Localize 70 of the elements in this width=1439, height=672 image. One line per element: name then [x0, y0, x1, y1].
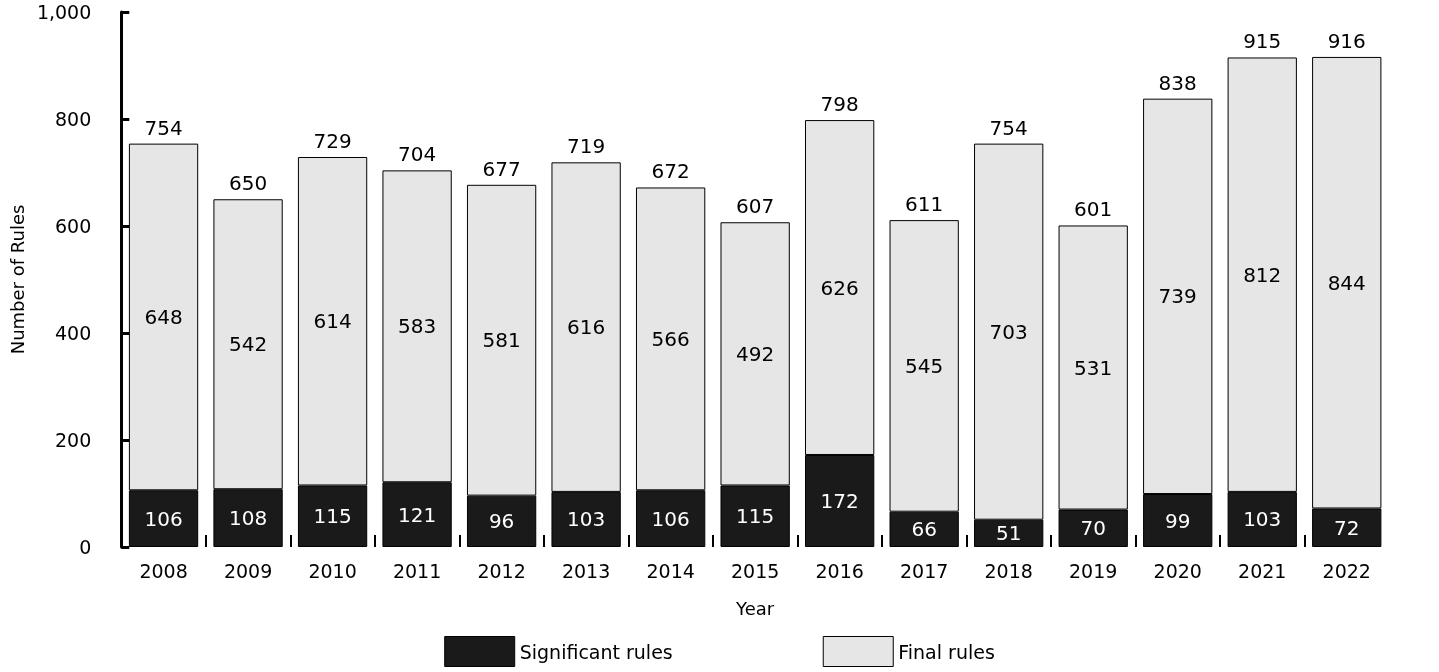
data-label: 172 — [820, 488, 859, 513]
total-label: 754 — [989, 115, 1028, 140]
data-label: 812 — [1243, 262, 1282, 287]
total-label: 915 — [1243, 29, 1282, 54]
total-label: 607 — [736, 194, 775, 219]
total-label: 611 — [905, 192, 944, 217]
x-tick-label: 2017 — [899, 559, 949, 582]
x-tick-label: 2008 — [139, 559, 188, 582]
data-label: 96 — [488, 509, 515, 534]
total-label: 672 — [651, 159, 690, 184]
legend-label: Final rules — [898, 640, 995, 663]
data-label: 108 — [228, 506, 268, 531]
data-label: 614 — [313, 309, 352, 334]
data-label: 72 — [1334, 515, 1360, 540]
data-label: 103 — [1243, 507, 1282, 532]
data-label: 626 — [820, 275, 859, 300]
data-label: 648 — [144, 304, 183, 329]
data-label: 51 — [995, 521, 1022, 546]
x-tick-label: 2012 — [477, 559, 526, 582]
data-label: 106 — [144, 506, 183, 531]
total-label: 838 — [1158, 70, 1197, 95]
data-label: 545 — [905, 353, 944, 378]
data-label: 99 — [1164, 508, 1191, 533]
data-label: 106 — [651, 506, 690, 531]
x-tick-label: 2020 — [1153, 559, 1202, 582]
data-label: 616 — [567, 315, 606, 340]
data-label: 583 — [398, 314, 437, 339]
total-label: 798 — [820, 92, 859, 117]
y-tick-label: 800 — [55, 108, 92, 130]
y-axis-title: Number of Rules — [6, 204, 28, 355]
x-tick-label: 2013 — [561, 559, 611, 582]
x-tick-label: 2018 — [984, 559, 1033, 582]
x-tick-label: 2009 — [223, 559, 273, 582]
data-label: 844 — [1327, 270, 1366, 295]
data-label: 703 — [989, 319, 1028, 344]
y-tick-label: 400 — [55, 322, 92, 344]
data-label: 115 — [736, 504, 775, 529]
y-tick-label: 200 — [55, 429, 92, 451]
data-label: 542 — [228, 332, 268, 357]
x-tick-label: 2014 — [646, 559, 695, 582]
y-tick-label: 1,000 — [36, 1, 92, 23]
data-label: 739 — [1158, 284, 1197, 309]
total-label: 704 — [398, 142, 437, 167]
x-tick-label: 2021 — [1238, 559, 1287, 582]
x-tick-label: 2022 — [1322, 559, 1371, 582]
data-label: 566 — [651, 326, 690, 351]
x-tick-label: 2011 — [392, 559, 442, 582]
total-label: 650 — [228, 171, 268, 196]
data-label: 121 — [398, 502, 437, 527]
x-tick-label: 2019 — [1069, 559, 1118, 582]
total-label: 754 — [144, 115, 183, 140]
x-tick-label: 2016 — [815, 559, 864, 582]
total-label: 916 — [1327, 28, 1366, 53]
data-label: 66 — [911, 517, 937, 542]
total-label: 729 — [313, 128, 352, 153]
y-tick-label: 600 — [55, 215, 92, 237]
data-label: 492 — [736, 341, 775, 366]
y-tick-label: 0 — [79, 536, 92, 558]
data-label: 103 — [567, 507, 606, 532]
data-label: 115 — [313, 504, 352, 529]
x-tick-label: 2010 — [308, 559, 357, 582]
total-label: 719 — [567, 134, 606, 159]
x-axis-title: Year — [735, 597, 775, 619]
data-label: 581 — [482, 328, 521, 353]
data-label: 531 — [1074, 355, 1113, 380]
legend-label: Significant rules — [519, 640, 673, 663]
data-label: 70 — [1080, 516, 1106, 541]
total-label: 677 — [482, 156, 521, 181]
x-tick-label: 2015 — [730, 559, 780, 582]
total-label: 601 — [1074, 197, 1113, 222]
